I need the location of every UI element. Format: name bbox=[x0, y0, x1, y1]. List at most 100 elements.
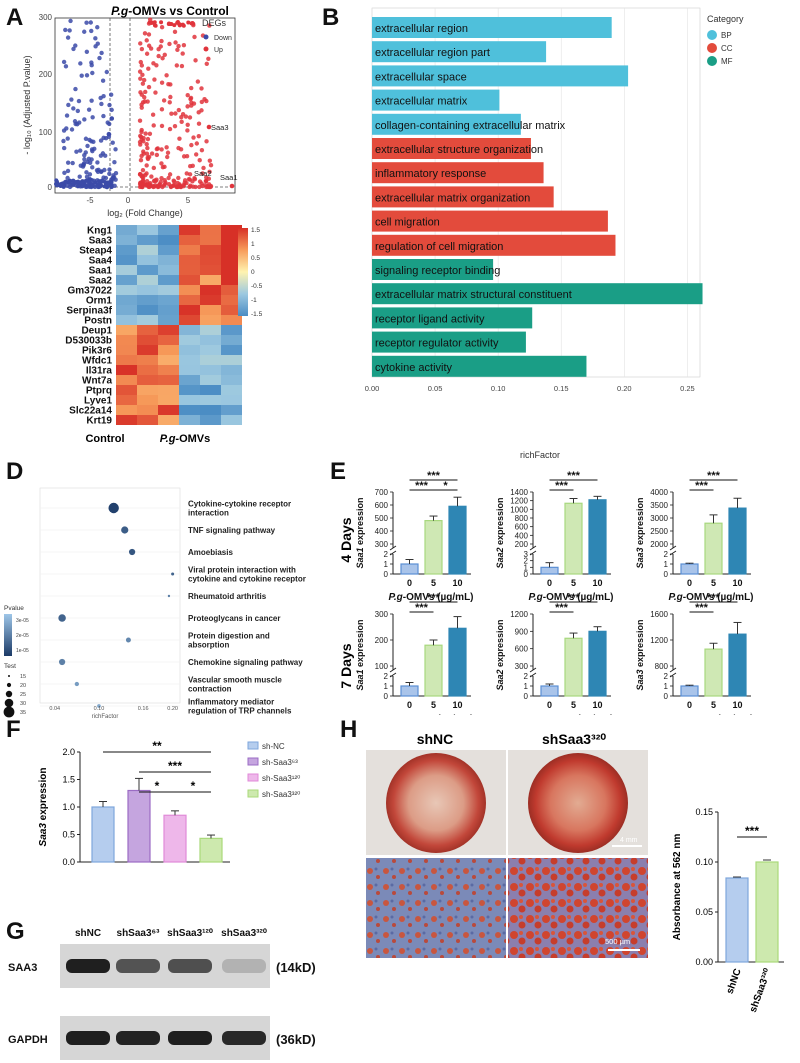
go-bar bbox=[372, 113, 521, 135]
volcano-point-up bbox=[137, 118, 143, 123]
kegg-size-legend-dot bbox=[4, 698, 14, 708]
heat-cell bbox=[179, 335, 200, 345]
heat-cell bbox=[200, 355, 221, 365]
western-lane-label: shSaa3⁶³ bbox=[117, 928, 161, 939]
go-bar bbox=[372, 307, 533, 329]
volcano-point-down bbox=[82, 153, 87, 158]
western-blot: shNC shSaa3⁶³ shSaa3¹²⁰ shSaa3³²⁰ SAA3 (14kD… bbox=[8, 928, 316, 1060]
go-bar bbox=[372, 138, 531, 159]
volcano-point-down bbox=[106, 134, 112, 139]
heat-cell bbox=[137, 355, 158, 365]
volcano-point-down bbox=[92, 146, 97, 152]
volcano-point-up bbox=[197, 184, 202, 190]
volcano-point-down bbox=[61, 145, 67, 151]
qpcr-ytick: 4000 bbox=[650, 488, 668, 497]
heat-scale-tick: -1 bbox=[251, 297, 257, 304]
go-bar bbox=[372, 283, 703, 305]
heat-cell bbox=[221, 335, 242, 345]
volcano-point-down bbox=[65, 35, 71, 40]
volcano-point-up bbox=[144, 163, 149, 168]
volcano-point-up bbox=[168, 184, 174, 189]
qpcr-sig-label: *** bbox=[555, 480, 569, 492]
qpcr-xtick: 0 bbox=[687, 700, 692, 710]
qpcr-ytick: 0 bbox=[524, 692, 529, 701]
kegg-size-legend-dot bbox=[6, 682, 12, 688]
kegg-size-legend-dot bbox=[8, 675, 10, 677]
volcano-point-down bbox=[84, 73, 90, 78]
knockdown-legend-swatch bbox=[247, 773, 259, 782]
go-bar bbox=[372, 234, 616, 256]
volcano-point-up bbox=[167, 21, 172, 26]
kegg-pathway-label: Inflammatory mediator bbox=[188, 698, 274, 707]
volcano-point-up bbox=[158, 44, 163, 49]
go-bar-label: cell migration bbox=[375, 217, 440, 229]
absorbance-bar bbox=[755, 861, 779, 963]
heat-cell bbox=[179, 375, 200, 385]
qpcr-xlabel: P.g-OMVs (µg/mL) bbox=[668, 592, 753, 603]
knockdown-bar bbox=[163, 814, 187, 863]
volcano-point-up bbox=[150, 20, 155, 25]
heat-row-label: Krt19 bbox=[86, 416, 112, 427]
heat-scale-ticks: 1.5 1 0.5 0 -0.5 -1 -1.5 bbox=[251, 227, 263, 318]
volcano-point-up bbox=[147, 131, 153, 136]
heat-cell bbox=[137, 385, 158, 395]
heat-scale-tick: 0.5 bbox=[251, 255, 260, 262]
heat-cell bbox=[221, 415, 242, 425]
go-bar bbox=[372, 331, 526, 353]
volcano-point-up bbox=[175, 47, 180, 53]
volcano-point-up bbox=[159, 147, 164, 152]
kegg-pathway-label: Vascular smooth muscle bbox=[188, 676, 282, 685]
volcano-point-up bbox=[155, 184, 161, 190]
heat-cell bbox=[158, 225, 179, 235]
heat-cell bbox=[116, 245, 137, 255]
volcano-point-up bbox=[169, 111, 174, 116]
qpcr-row-4days: 4 Days bbox=[338, 517, 354, 562]
knockdown-bar bbox=[127, 789, 151, 863]
western-size-label: (36kD) bbox=[276, 1032, 316, 1047]
heat-cell bbox=[179, 275, 200, 285]
volcano-point-down bbox=[97, 55, 102, 61]
kegg-point bbox=[121, 526, 129, 534]
heat-cell bbox=[200, 275, 221, 285]
volcano-point-up bbox=[141, 77, 147, 83]
heat-cell bbox=[200, 305, 221, 315]
heat-cell bbox=[200, 315, 221, 325]
absorbance-xtick: shSaa3³²⁰ bbox=[748, 967, 774, 1014]
go-bar bbox=[372, 41, 547, 63]
heat-cell bbox=[179, 285, 200, 295]
volcano-point-down bbox=[107, 121, 112, 127]
volcano-point-down bbox=[84, 174, 90, 180]
panel-letter-b: B bbox=[322, 4, 340, 31]
heat-row-label: Il31ra bbox=[86, 366, 113, 377]
volcano-point-up bbox=[145, 136, 151, 142]
volcano-point-up bbox=[185, 104, 190, 109]
heat-cell bbox=[179, 405, 200, 415]
volcano-point-down bbox=[70, 160, 75, 166]
qpcr-ytick: 3500 bbox=[650, 501, 668, 510]
volcano-point-down bbox=[76, 98, 82, 104]
heat-row-label: Saa3 bbox=[89, 236, 113, 247]
go-bar-label: receptor regulator activity bbox=[375, 338, 499, 350]
kegg-pathway-label: contraction bbox=[188, 685, 232, 694]
heat-cell bbox=[200, 335, 221, 345]
go-bar bbox=[372, 162, 544, 184]
volcano-point-down bbox=[98, 184, 103, 189]
qpcr-ytick: 1 bbox=[664, 560, 669, 569]
heat-cell bbox=[158, 365, 179, 375]
knockdown-legend-swatch bbox=[247, 757, 259, 766]
qpcr-bar bbox=[588, 630, 607, 697]
volcano-point-up bbox=[186, 20, 191, 25]
qpcr-xlabel: P.g-OMVs (µg/mL) bbox=[668, 714, 753, 715]
heat-cell bbox=[200, 255, 221, 265]
heat-cell bbox=[200, 295, 221, 305]
heat-cell bbox=[137, 325, 158, 335]
volcano-point-up bbox=[179, 119, 184, 125]
volcano-point-up bbox=[159, 107, 165, 112]
volcano-point-up bbox=[154, 152, 160, 158]
heat-cell bbox=[200, 415, 221, 425]
kegg-point bbox=[108, 502, 119, 514]
volcano-point-down bbox=[80, 164, 86, 169]
volcano-point-up bbox=[144, 142, 149, 147]
heat-cell bbox=[158, 245, 179, 255]
qpcr-axis-break bbox=[529, 667, 537, 673]
